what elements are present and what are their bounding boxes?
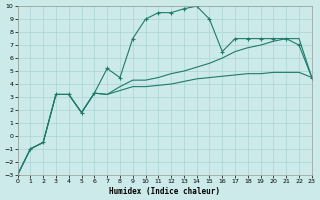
X-axis label: Humidex (Indice chaleur): Humidex (Indice chaleur)	[109, 187, 220, 196]
